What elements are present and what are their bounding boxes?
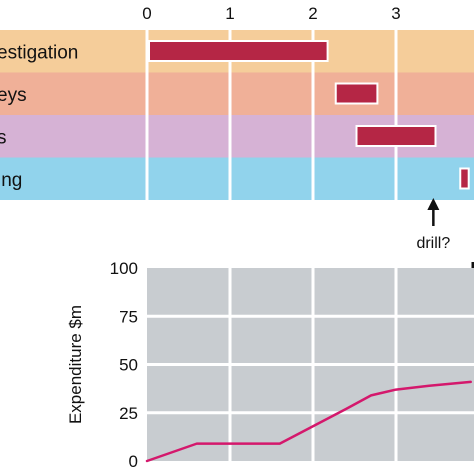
gantt-row-label: s: [0, 127, 7, 148]
gantt-chart: 0 1 2 3 estigation eys s ing drill?: [0, 4, 474, 268]
gantt-x-tick-label: 1: [225, 4, 234, 23]
gantt-row-band: [0, 157, 474, 200]
gantt-activity-bar: [148, 40, 329, 62]
gantt-row-band: [0, 72, 474, 115]
gantt-row-label: eys: [0, 85, 27, 106]
y-tick-label: 100: [110, 259, 138, 278]
gantt-x-tick-label: 2: [308, 4, 317, 23]
gantt-x-tick-label: 0: [142, 4, 151, 23]
y-tick-label: 50: [119, 356, 138, 375]
drill-annotation: drill?: [416, 235, 450, 252]
gantt-x-tick-label: 3: [391, 4, 400, 23]
y-tick-label: 25: [119, 404, 138, 423]
drill-arrow-head: [427, 198, 440, 210]
y-axis-label: Expenditure $m: [66, 305, 85, 424]
expenditure-series-line: [145, 380, 472, 463]
gantt-row-label: ing: [0, 170, 22, 191]
expenditure-line-chart: 100 75 50 25 0 Expenditure $m: [66, 259, 474, 471]
gantt-activity-bar: [355, 125, 437, 147]
gantt-row-label: estigation: [0, 42, 78, 63]
y-tick-label: 0: [129, 452, 138, 471]
y-tick-label: 75: [119, 307, 138, 326]
gantt-activity-bar: [459, 167, 470, 190]
gantt-activity-bar: [334, 82, 379, 105]
